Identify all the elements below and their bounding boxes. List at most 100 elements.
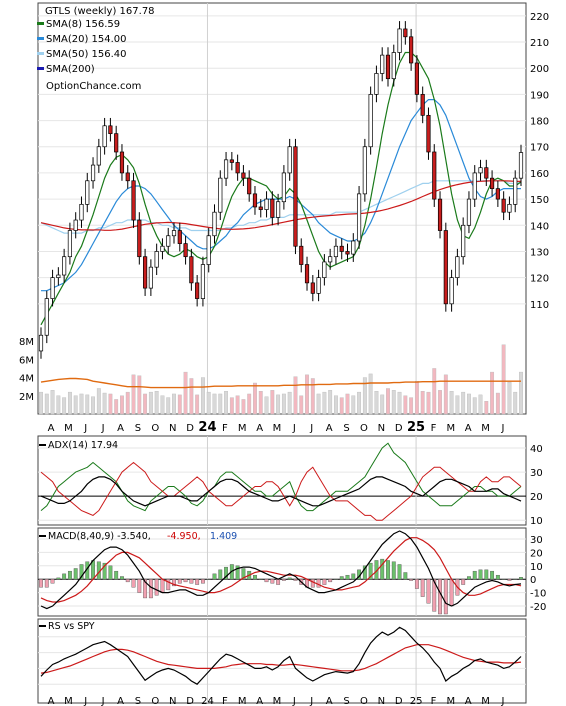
month-label-bottom: N — [169, 696, 176, 706]
legend-sma20: SMA(20) 154.00 — [46, 34, 127, 45]
volume-bar — [229, 397, 234, 415]
month-label: J — [501, 423, 505, 434]
month-label: M — [64, 423, 73, 434]
price-tick-label: 180 — [530, 117, 549, 128]
volume-bar — [56, 395, 61, 415]
macd-histogram-bar — [287, 577, 292, 580]
candle-up — [472, 172, 477, 200]
volume-bar — [461, 391, 466, 415]
price-tick-label: 170 — [530, 143, 549, 154]
volume-bar — [137, 375, 142, 415]
volume-bar — [270, 390, 275, 415]
volume-bar — [438, 390, 442, 415]
month-label: J — [292, 423, 296, 434]
month-label-bottom: A — [256, 696, 263, 706]
candle-down — [443, 230, 448, 305]
macd-histogram-bar — [403, 572, 408, 580]
candle-up — [67, 230, 73, 258]
month-label-bottom: D — [186, 696, 194, 706]
volume-bar — [200, 377, 205, 415]
volume-bar — [299, 395, 304, 415]
macd-histogram-bar — [137, 578, 142, 593]
legend-sma200: SMA(200) — [46, 64, 95, 75]
month-label: 24 — [198, 420, 216, 435]
month-label-bottom: M — [447, 696, 456, 706]
candle-up — [171, 230, 177, 237]
chart-title: GTLS (weekly) 167.78 — [45, 6, 155, 17]
month-label: S — [135, 423, 141, 434]
candle-down — [183, 243, 188, 258]
volume-bar — [293, 376, 298, 415]
volume-bar — [253, 382, 257, 415]
month-label: F — [431, 423, 437, 434]
candle-up — [44, 298, 49, 336]
candle-up — [223, 159, 229, 179]
macd-histogram-bar — [334, 578, 338, 580]
macd-tick-label: 0 — [530, 575, 536, 586]
macd-swatch — [39, 535, 46, 537]
candle-up — [287, 146, 292, 174]
macd-signal-line — [40, 537, 522, 603]
macd-histogram-bar — [114, 570, 119, 580]
candle-down — [414, 62, 419, 95]
volume-bar — [160, 395, 165, 415]
month-label: A — [465, 423, 472, 434]
month-label-bottom: O — [360, 696, 368, 706]
candle-up — [316, 277, 321, 294]
macd-histogram-bar — [218, 569, 223, 580]
macd-histogram-bar — [183, 578, 188, 583]
candle-up — [200, 264, 206, 299]
month-label-bottom: J — [292, 696, 296, 706]
candle-up — [212, 211, 217, 237]
adx-label: ADX(14) 17.94 — [48, 440, 118, 451]
candle-down — [293, 146, 298, 247]
macd-histogram-bar — [125, 578, 130, 583]
macd-histogram-bar — [432, 578, 437, 612]
candle-up — [90, 164, 96, 182]
macd-histogram-bar — [160, 578, 165, 593]
volume-bar — [166, 397, 171, 415]
volume-bar — [386, 388, 390, 415]
macd-histogram-bar — [368, 562, 373, 580]
volume-bar — [305, 374, 309, 415]
candle-up — [333, 245, 339, 258]
month-label: M — [481, 423, 490, 434]
candle-down — [258, 206, 263, 210]
candle-up — [218, 177, 223, 213]
candle-down — [304, 264, 310, 284]
month-label-bottom: 24 — [201, 696, 214, 706]
candle-up — [85, 180, 90, 205]
macd-histogram-bar — [461, 578, 466, 585]
macd-histogram-bar — [91, 560, 95, 580]
macd-tick-label: 10 — [530, 562, 543, 573]
macd-histogram-bar — [478, 569, 483, 580]
candle-up — [518, 152, 524, 179]
macd-hist-value: 1.409 — [210, 531, 237, 542]
month-label-bottom: M — [481, 696, 490, 706]
candle-down — [189, 256, 194, 284]
price-tick-label: 140 — [530, 221, 549, 232]
volume-bar — [391, 390, 396, 415]
macd-tick-label: -10 — [530, 589, 546, 600]
candle-up — [380, 54, 385, 74]
month-label-bottom: A — [117, 696, 124, 706]
candle-down — [235, 162, 240, 174]
candle-up — [148, 266, 153, 289]
minus-di-line — [40, 461, 522, 521]
rs-label: RS vs SPY — [48, 621, 95, 632]
candle-down — [426, 114, 431, 153]
macd-histogram-bar — [195, 578, 200, 585]
macd-tick-label: -20 — [530, 602, 546, 613]
volume-bar — [455, 395, 460, 415]
volume-average-line — [40, 377, 521, 389]
candle-down — [432, 151, 437, 200]
volume-bar — [478, 394, 483, 415]
candle-up — [328, 256, 333, 263]
volume-bar — [334, 395, 338, 415]
month-label: J — [83, 423, 87, 434]
volume-bar — [79, 393, 84, 415]
month-label-bottom: F — [222, 696, 228, 706]
sma20-line — [41, 98, 521, 292]
macd-histogram-bar — [108, 565, 113, 580]
volume-bar — [50, 390, 55, 415]
